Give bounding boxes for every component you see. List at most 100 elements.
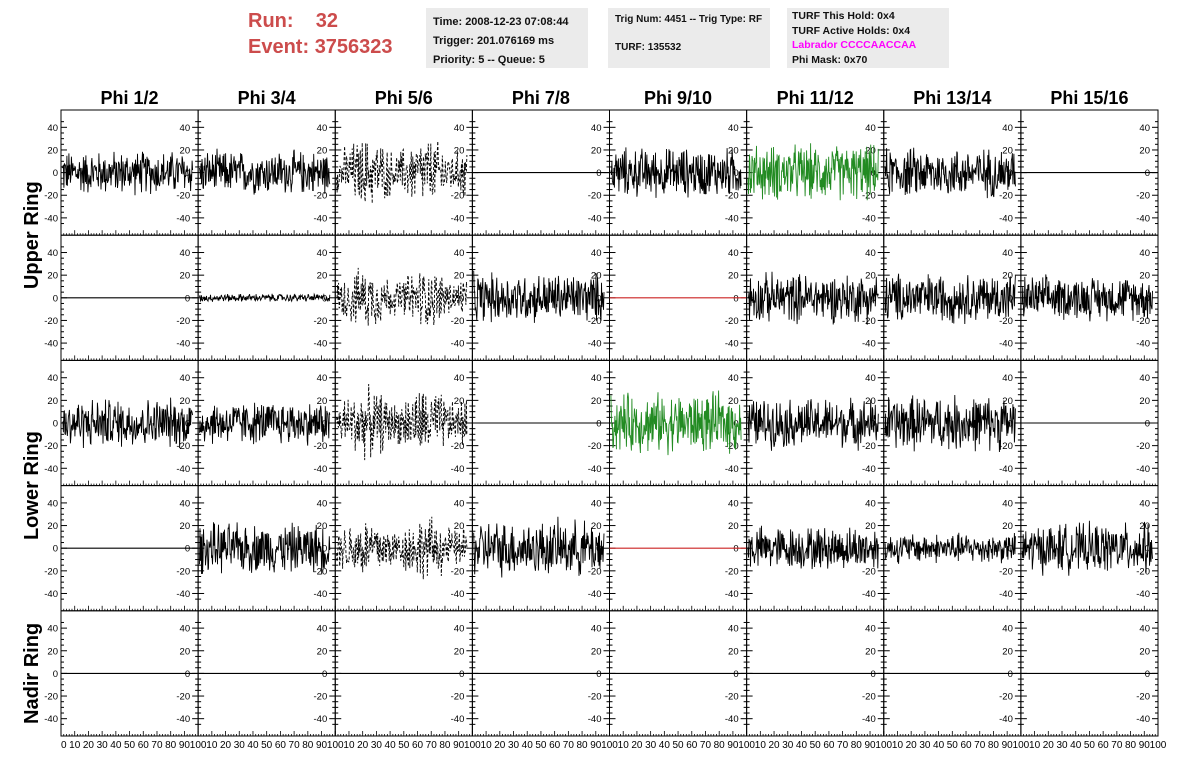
y-tick-label: -20 [725, 441, 739, 452]
x-tick-label: 90 [1002, 740, 1014, 751]
y-tick-label: 40 [180, 624, 191, 635]
y-tick-label: -20 [314, 692, 328, 703]
y-tick-label: 0 [185, 669, 190, 680]
y-tick-label: -40 [862, 589, 876, 600]
y-tick-label: -20 [451, 441, 465, 452]
y-tick-label: 40 [1139, 373, 1150, 384]
y-tick-label: -20 [862, 566, 876, 577]
waveform-trace [747, 143, 879, 201]
y-tick-label: -40 [999, 213, 1013, 224]
y-tick-label: -20 [999, 316, 1013, 327]
x-tick-label: 30 [1056, 740, 1068, 751]
event-line: Event: 3756323 [248, 34, 423, 60]
x-tick-label: 80 [577, 740, 589, 751]
waveform-trace [199, 292, 331, 303]
y-tick-label: -40 [588, 589, 602, 600]
x-tick-label: 70 [837, 740, 849, 751]
y-tick-label: -40 [725, 213, 739, 224]
y-tick-label: -20 [44, 191, 58, 202]
y-tick-label: 0 [459, 544, 464, 555]
y-tick-label: 20 [1139, 271, 1150, 282]
y-tick-label: -20 [999, 191, 1013, 202]
x-tick-label: 70 [151, 740, 163, 751]
y-tick-label: 20 [317, 145, 328, 156]
y-tick-label: 40 [180, 498, 191, 509]
time-text: Time: 2008-12-23 07:08:44 [433, 16, 569, 28]
x-tick-label: 100 [875, 740, 892, 751]
y-tick-label: 20 [47, 521, 58, 532]
x-tick-label: 50 [124, 740, 136, 751]
waveform-trace [884, 394, 1016, 453]
x-tick-label: 40 [659, 740, 671, 751]
y-tick-label: -40 [862, 213, 876, 224]
waveform-trace [199, 148, 331, 195]
x-tick-label: 10 [892, 740, 904, 751]
y-tick-label: -40 [588, 714, 602, 725]
y-tick-label: -40 [1136, 589, 1150, 600]
x-tick-label: 100 [190, 740, 207, 751]
y-tick-label: 40 [47, 624, 58, 635]
y-tick-label: 40 [47, 123, 58, 134]
y-tick-label: 20 [454, 521, 465, 532]
waveform-trace [336, 267, 468, 326]
x-tick-label: 10 [618, 740, 630, 751]
y-tick-label: -20 [1136, 441, 1150, 452]
y-tick-label: -40 [314, 714, 328, 725]
y-tick-label: 40 [1002, 624, 1013, 635]
y-tick-label: 20 [47, 145, 58, 156]
y-tick-label: -40 [176, 339, 190, 350]
x-tick-label: 100 [601, 740, 618, 751]
y-tick-label: 40 [317, 624, 328, 635]
ring-label: Upper Ring [21, 181, 43, 289]
waveform-trace [1021, 274, 1153, 322]
y-tick-label: -20 [725, 692, 739, 703]
y-tick-label: -20 [314, 441, 328, 452]
waveform-trace [884, 273, 1016, 325]
y-tick-label: 40 [317, 248, 328, 259]
x-tick-label: 100 [1013, 740, 1030, 751]
x-tick-label: 0 [61, 740, 67, 751]
x-tick-label: 60 [823, 740, 835, 751]
column-header: Phi 7/8 [512, 88, 570, 108]
x-tick-label: 100 [738, 740, 755, 751]
y-tick-label: -40 [725, 339, 739, 350]
y-tick-label: 0 [596, 293, 601, 304]
x-tick-label: 30 [371, 740, 383, 751]
trigger-text: Trigger: 201.076169 ms [433, 35, 555, 47]
y-tick-label: 0 [1145, 419, 1150, 430]
waveform-trace [747, 397, 879, 451]
waveform-trace [610, 390, 742, 456]
x-tick-label: 60 [1098, 740, 1110, 751]
x-tick-label: 60 [549, 740, 561, 751]
y-tick-label: 40 [591, 624, 602, 635]
y-tick-label: 20 [1002, 396, 1013, 407]
x-tick-label: 40 [247, 740, 259, 751]
y-tick-label: 20 [180, 145, 191, 156]
y-tick-label: 20 [454, 646, 465, 657]
y-tick-label: 40 [47, 373, 58, 384]
x-tick-label: 60 [960, 740, 972, 751]
x-tick-label: 70 [563, 740, 575, 751]
y-tick-label: 40 [728, 123, 739, 134]
labrador-text: Labrador CCCCAACCAA [792, 39, 917, 51]
y-tick-label: 40 [865, 123, 876, 134]
waveform-trace [1021, 520, 1153, 576]
x-tick-label: 40 [110, 740, 122, 751]
y-tick-label: 40 [454, 123, 465, 134]
y-tick-label: -20 [44, 692, 58, 703]
x-tick-label: 10 [755, 740, 767, 751]
y-tick-label: 40 [1002, 373, 1013, 384]
y-tick-label: -40 [44, 339, 58, 350]
y-tick-label: -20 [862, 316, 876, 327]
run-event-box: Run: 32 Event: 3756323 [248, 8, 423, 68]
y-tick-label: 0 [596, 168, 601, 179]
y-tick-label: -40 [176, 589, 190, 600]
y-tick-label: -40 [999, 339, 1013, 350]
y-tick-label: 0 [53, 168, 58, 179]
y-tick-label: -20 [314, 566, 328, 577]
y-tick-label: -20 [1136, 566, 1150, 577]
y-tick-label: 0 [733, 544, 738, 555]
y-tick-label: -40 [725, 589, 739, 600]
waveform-trace [884, 147, 1016, 199]
waveform-trace [336, 383, 468, 461]
